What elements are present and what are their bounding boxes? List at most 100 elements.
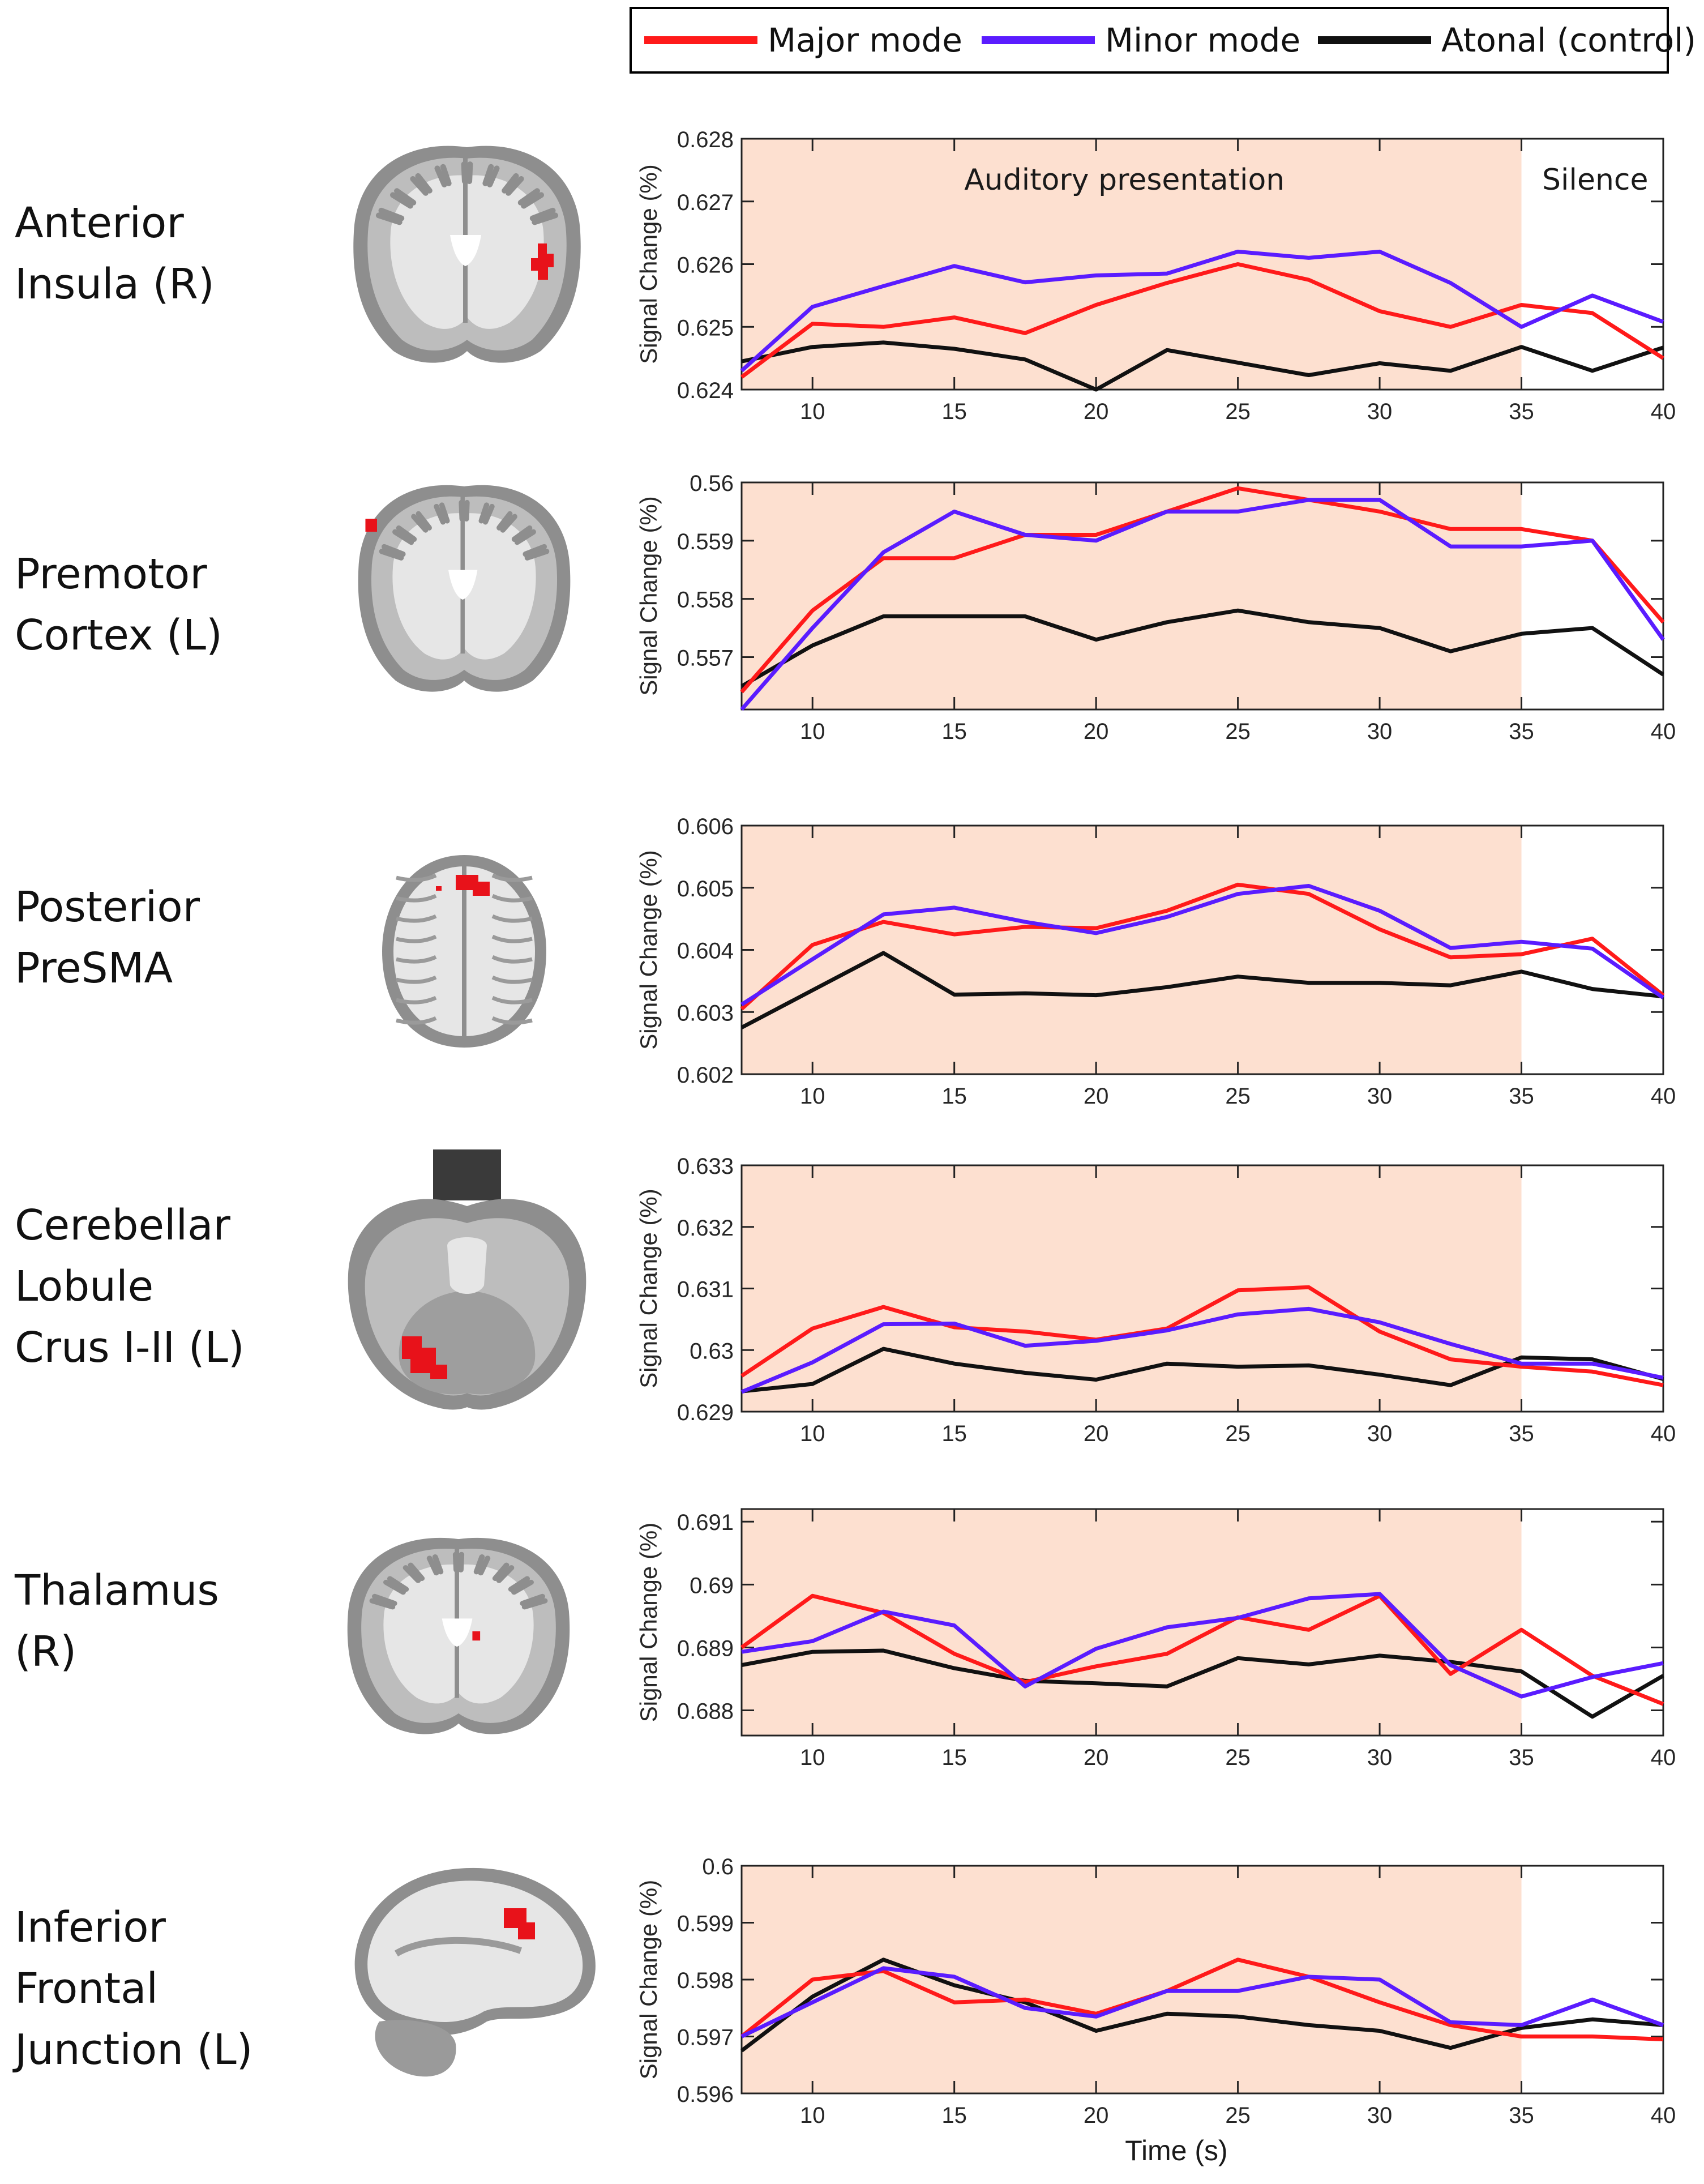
y-tick-label: 0.631 — [677, 1277, 734, 1302]
x-tick-label: 10 — [800, 1745, 825, 1770]
y-tick-label: 0.626 — [677, 253, 734, 278]
region-label-line: Insula (R) — [15, 260, 215, 309]
series-line-atonal — [741, 340, 1664, 392]
axes-frame — [740, 1508, 1664, 1737]
region-label-thalamus: Thalamus (R) — [15, 1560, 219, 1682]
x-tick-label: 25 — [1225, 1421, 1251, 1446]
stimulus-shading — [742, 1165, 1522, 1412]
x-tick-label: 40 — [1651, 2103, 1676, 2128]
region-label-line: Lobule — [15, 1262, 154, 1311]
legend-item-minor: Minor mode — [982, 9, 1300, 71]
x-tick-label: 30 — [1367, 1084, 1393, 1109]
y-tick-label: 0.628 — [677, 127, 734, 152]
x-tick-label: 35 — [1509, 1745, 1534, 1770]
legend-minor-swatch — [982, 36, 1095, 44]
legend-atonal-label: Atonal (control) — [1441, 21, 1697, 59]
y-axis-label: Signal Change (%) — [635, 1189, 662, 1388]
y-tick-label: 0.627 — [677, 190, 734, 215]
x-tick-label: 35 — [1509, 1084, 1534, 1109]
y-tick-label: 0.596 — [677, 2082, 734, 2107]
y-tick-label: 0.602 — [677, 1063, 734, 1088]
series-line-major — [740, 882, 1665, 1011]
brain-slice-coronal — [353, 146, 581, 363]
y-tick-label: 0.558 — [677, 588, 734, 613]
stimulus-shading — [742, 139, 1522, 390]
y-axis-label: Signal Change (%) — [635, 1880, 662, 2080]
brain-image-premotor-cortex — [358, 485, 571, 692]
region-label-cerebellar-crus: Cerebellar Lobule Crus I-II (L) — [15, 1195, 245, 1378]
region-label-line: Anterior — [15, 199, 184, 247]
region-label-anterior-insula: Anterior Insula (R) — [15, 193, 215, 315]
y-tick-label: 0.689 — [677, 1636, 734, 1661]
series-line-minor — [740, 884, 1664, 1007]
x-tick-label: 25 — [1225, 1084, 1251, 1109]
region-label-line: (R) — [15, 1627, 77, 1676]
region-label-line: Posterior — [15, 883, 200, 931]
y-tick-label: 0.597 — [677, 2025, 734, 2050]
y-axis-label: Signal Change (%) — [635, 164, 662, 364]
chart-anterior-insula: 0.624 0.625 0.626 0.627 0.628 10 15 20 25 30 35 40 S… — [635, 127, 1676, 424]
x-tick-label: 20 — [1084, 1084, 1109, 1109]
x-tick-label: 20 — [1084, 399, 1109, 424]
y-tick-label: 0.604 — [677, 939, 734, 964]
y-axis-label: Signal Change (%) — [635, 850, 662, 1050]
y-tick-label: 0.629 — [677, 1400, 734, 1425]
x-tick-label: 20 — [1084, 719, 1109, 744]
region-label-line: Thalamus — [15, 1566, 219, 1615]
brain-slice-coronal3 — [347, 1537, 570, 1734]
x-tick-label: 30 — [1367, 1745, 1393, 1770]
x-tick-label: 20 — [1084, 1745, 1109, 1770]
y-tick-label: 0.632 — [677, 1216, 734, 1241]
chart-premotor-cortex: 0.557 0.558 0.559 0.56 10 15 20 25 30 35 40 Signal … — [635, 471, 1676, 744]
x-tick-label: 15 — [941, 399, 967, 424]
annotation-auditory-presentation: Auditory presentation — [964, 163, 1285, 197]
region-label-posterior-presma: Posterior PreSMA — [15, 877, 200, 999]
series-line-atonal — [740, 608, 1664, 688]
series-line-minor — [740, 498, 1665, 711]
y-tick-label: 0.599 — [677, 1912, 734, 1937]
series-line-major — [740, 1593, 1664, 1706]
x-tick-label: 40 — [1651, 1084, 1676, 1109]
series-line-minor — [741, 1592, 1664, 1699]
legend: Major mode Minor mode Atonal (control) — [630, 7, 1696, 74]
region-label-line: Frontal — [15, 1964, 159, 2013]
y-tick-label: 0.557 — [677, 646, 734, 670]
stimulus-shading — [742, 1866, 1522, 2093]
brain-slice-axial2 — [348, 1149, 586, 1410]
x-tick-label: 35 — [1509, 399, 1534, 424]
x-tick-label: 15 — [941, 719, 967, 744]
x-tick-label: 35 — [1509, 2103, 1534, 2128]
y-tick-label: 0.56 — [690, 471, 734, 496]
legend-item-major: Major mode — [644, 9, 962, 71]
series-line-major — [740, 1285, 1664, 1387]
region-label-line: Junction (L) — [15, 2025, 253, 2074]
x-tick-label: 10 — [800, 399, 825, 424]
x-tick-label: 40 — [1651, 1745, 1676, 1770]
y-tick-label: 0.605 — [677, 877, 734, 901]
series-line-atonal — [740, 1958, 1664, 2053]
chart-thalamus: 0.688 0.689 0.69 0.691 10 15 20 25 30 35 40 Signal … — [635, 1508, 1676, 1770]
series-line-minor — [740, 1966, 1664, 2038]
y-tick-label: 0.688 — [677, 1699, 734, 1724]
region-label-premotor-cortex: Premotor Cortex (L) — [15, 544, 222, 666]
y-tick-label: 0.559 — [677, 529, 734, 554]
x-tick-label: 10 — [800, 719, 825, 744]
brain-image-anterior-insula — [353, 146, 581, 363]
x-tick-label: 25 — [1225, 1745, 1251, 1770]
y-tick-label: 0.63 — [690, 1339, 734, 1364]
brain-image-posterior-presma — [382, 855, 546, 1048]
y-tick-label: 0.6 — [702, 1854, 734, 1879]
region-label-line: PreSMA — [15, 944, 173, 993]
y-tick-label: 0.625 — [677, 315, 734, 340]
y-tick-label: 0.606 — [677, 814, 734, 839]
series-line-major — [740, 1958, 1664, 2041]
stimulus-shading — [742, 826, 1522, 1074]
x-tick-label: 40 — [1651, 399, 1676, 424]
region-label-line: Inferior — [15, 1903, 166, 1952]
chart-inferior-frontal-junction: 0.596 0.597 0.598 0.599 0.6 10 15 20 25 30 35 40 Sig… — [635, 1854, 1676, 2166]
brain-image-thalamus — [347, 1537, 570, 1734]
x-tick-label: 30 — [1367, 2103, 1393, 2128]
legend-major-swatch — [644, 36, 757, 44]
x-axis-label: Time (s) — [1125, 2135, 1227, 2166]
